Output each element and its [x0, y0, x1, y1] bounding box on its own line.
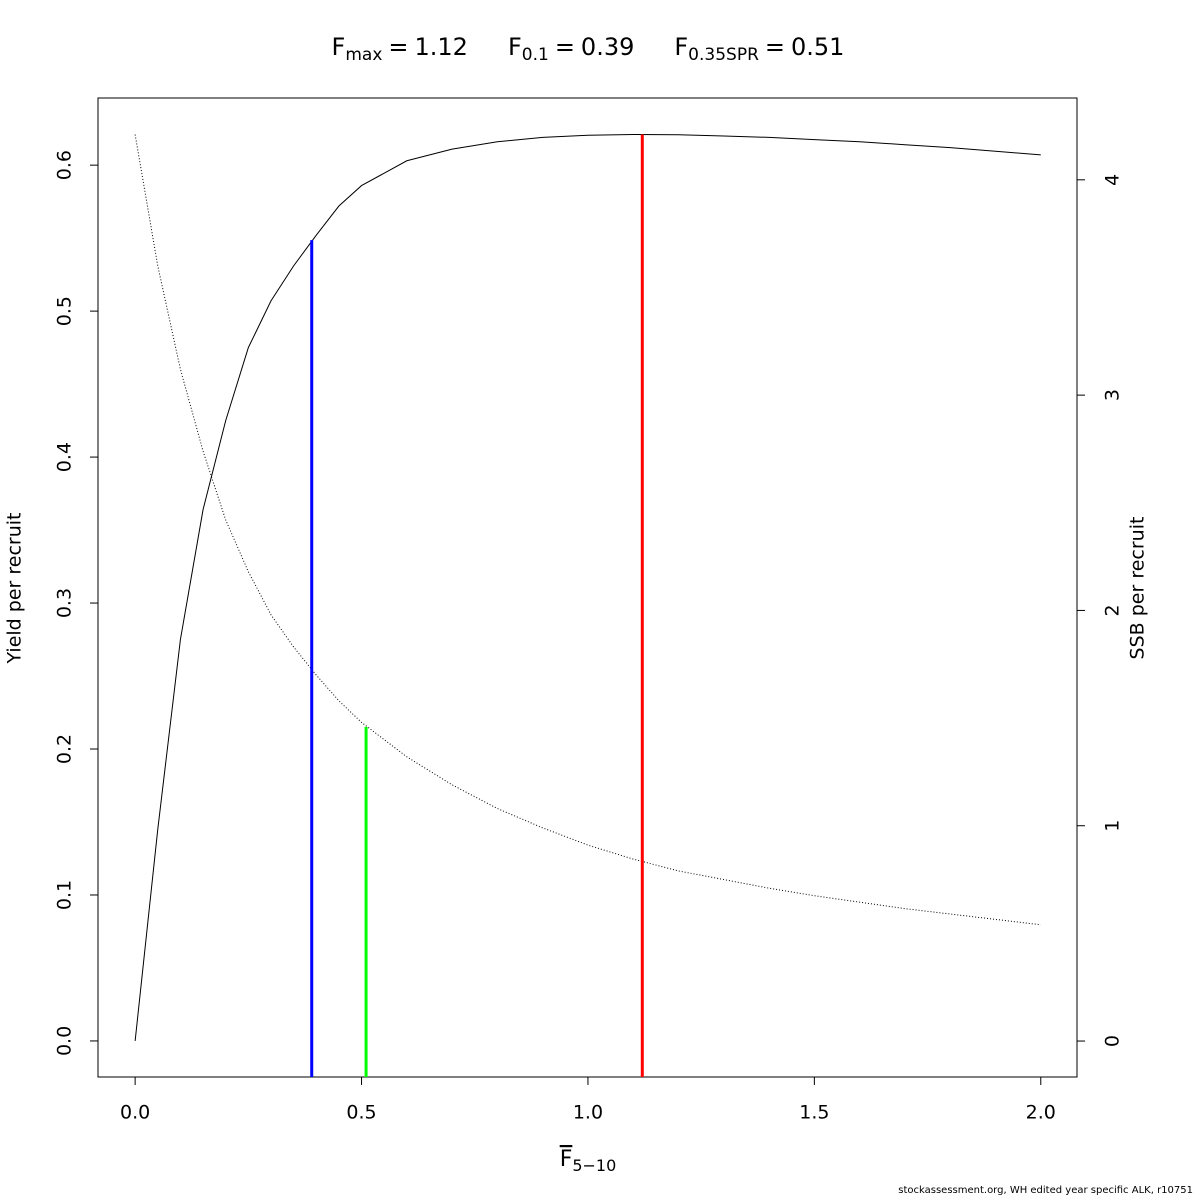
plot-frame: [97, 97, 1078, 1078]
x-axis-label: F5−10: [560, 1147, 617, 1175]
title-subscript: 0.35SPR: [688, 45, 759, 65]
series-line: [134, 134, 1041, 926]
y2-tick-label: 4: [1102, 174, 1124, 186]
title-relation: =: [765, 33, 785, 61]
y2-axis-label: SSB per recruit: [1127, 517, 1149, 660]
x-tick-label: 2.0: [1026, 1102, 1056, 1124]
y2-tick-label: 1: [1102, 820, 1124, 832]
title-symbol: F: [674, 33, 688, 61]
footnote: stockassessment.org, WH edited year spec…: [898, 1185, 1193, 1196]
title-symbol: F: [508, 33, 522, 61]
x-label-subscript: 5−10: [572, 1156, 616, 1175]
title-subscript: 0.1: [522, 45, 549, 65]
series-line: [134, 133, 1041, 1042]
chart-title: Fmax = 1.12 F0.1 = 0.39 F0.35SPR = 0.51: [332, 33, 845, 65]
title-value: 0.39: [581, 33, 634, 61]
x-tick-label: 0.5: [346, 1102, 376, 1124]
y2-tick-label: 0: [1102, 1035, 1124, 1047]
title-value: 1.12: [415, 33, 468, 61]
y2-tick-label: 2: [1102, 604, 1124, 616]
y-tick-label: 0.0: [54, 1026, 76, 1056]
y-tick-label: 0.3: [54, 588, 76, 618]
title-relation: =: [388, 33, 408, 61]
title-symbol: F: [332, 33, 346, 61]
y-tick-label: 0.4: [54, 442, 76, 472]
title-subscript: max: [345, 45, 382, 65]
y-tick-label: 0.6: [54, 150, 76, 180]
x-tick-label: 1.5: [799, 1102, 829, 1124]
y-tick-label: 0.2: [54, 734, 76, 764]
x-tick-label: 0.0: [120, 1102, 150, 1124]
y-tick-label: 0.1: [54, 880, 76, 910]
y-tick-label: 0.5: [54, 296, 76, 326]
y-axis-label: Yield per recruit: [4, 513, 26, 665]
x-label-symbol: F: [560, 1147, 573, 1172]
y2-tick-label: 3: [1102, 389, 1124, 401]
title-relation: =: [555, 33, 575, 61]
title-value: 0.51: [791, 33, 844, 61]
x-tick-label: 1.0: [573, 1102, 603, 1124]
